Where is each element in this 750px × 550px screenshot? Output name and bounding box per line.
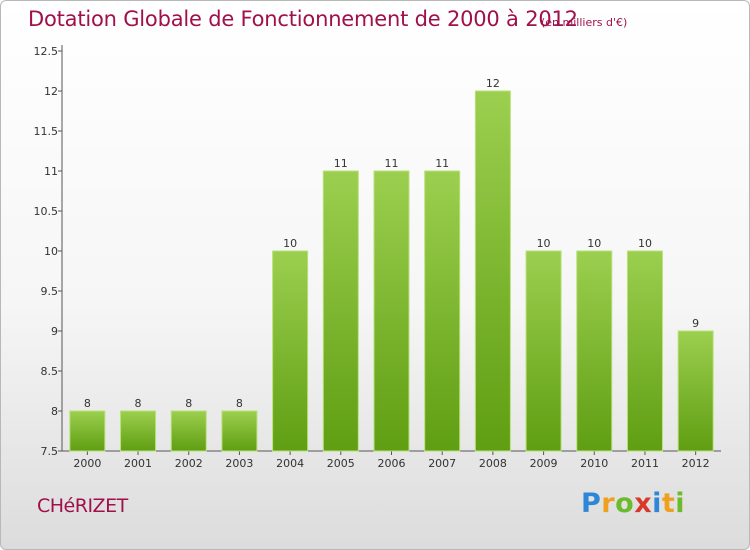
x-tick-label: 2008 — [479, 457, 507, 470]
data-label: 8 — [185, 397, 192, 410]
data-label: 8 — [84, 397, 91, 410]
y-tick-label: 11 — [44, 165, 58, 178]
data-label: 12 — [486, 77, 500, 90]
y-tick-label: 8 — [51, 405, 58, 418]
y-tick-label: 10 — [44, 245, 58, 258]
y-tick-label: 9 — [51, 325, 58, 338]
bar-2011 — [626, 250, 663, 452]
x-tick-label: 2007 — [428, 457, 456, 470]
x-tick-label: 2002 — [175, 457, 203, 470]
y-tick-label: 8.5 — [41, 365, 59, 378]
logo-letter: i — [675, 488, 686, 519]
bar-2004 — [272, 250, 309, 452]
data-label: 10 — [587, 237, 601, 250]
data-label: 11 — [334, 157, 348, 170]
y-tick-label: 11.5 — [34, 125, 59, 138]
bar-2003 — [221, 410, 258, 452]
logo-letter: r — [601, 488, 616, 519]
unit-label: (en milliers d'€) — [541, 16, 628, 29]
bar-2005 — [322, 170, 359, 452]
axes: 7.5 8 8.5 9 9.5 10 10.5 11 11.5 12 12.5 2000 2001 200… — [34, 45, 721, 470]
bar-2007 — [424, 170, 461, 452]
y-tick-label: 9.5 — [41, 285, 59, 298]
x-tick-label: 2003 — [225, 457, 253, 470]
logo-letter: i — [652, 488, 662, 519]
data-label: 8 — [236, 397, 243, 410]
bar-2009 — [525, 250, 562, 452]
bar-2000 — [69, 410, 106, 452]
y-tick-label: 7.5 — [41, 445, 59, 458]
data-label: 11 — [385, 157, 399, 170]
bar-2008 — [474, 90, 511, 452]
data-label: 8 — [135, 397, 142, 410]
x-tick-label: 2012 — [682, 457, 710, 470]
x-tick-label: 2006 — [378, 457, 406, 470]
logo-letter: t — [661, 488, 676, 519]
data-label: 10 — [638, 237, 652, 250]
bars — [69, 90, 714, 452]
data-label: 11 — [435, 157, 449, 170]
bar-2002 — [170, 410, 207, 452]
data-labels: 8 8 8 8 10 11 11 11 12 10 10 10 9 — [84, 77, 699, 410]
bar-2012 — [677, 330, 714, 452]
bar-2010 — [576, 250, 613, 452]
x-tick-label: 2004 — [276, 457, 304, 470]
x-tick-label: 2000 — [73, 457, 101, 470]
x-tick-label: 2005 — [327, 457, 355, 470]
y-tick-label: 12.5 — [34, 45, 59, 58]
x-tick-label: 2010 — [580, 457, 608, 470]
data-label: 10 — [537, 237, 551, 250]
bar-2001 — [120, 410, 157, 452]
x-tick-label: 2009 — [530, 457, 558, 470]
data-label: 9 — [692, 317, 699, 330]
logo-letter: o — [615, 488, 635, 519]
chart-title: Dotation Globale de Fonctionnement de 20… — [28, 7, 578, 31]
proxiti-logo[interactable]: Proxiti — [581, 488, 685, 519]
logo-letter: P — [581, 488, 602, 519]
bar-2006 — [373, 170, 410, 452]
commune-name: CHéRIZET — [37, 495, 128, 517]
x-tick-label: 2011 — [631, 457, 659, 470]
y-tick-label: 12 — [44, 85, 58, 98]
y-tick-label: 10.5 — [34, 205, 59, 218]
x-tick-label: 2001 — [124, 457, 152, 470]
data-label: 10 — [283, 237, 297, 250]
logo-letter: x — [634, 488, 653, 519]
